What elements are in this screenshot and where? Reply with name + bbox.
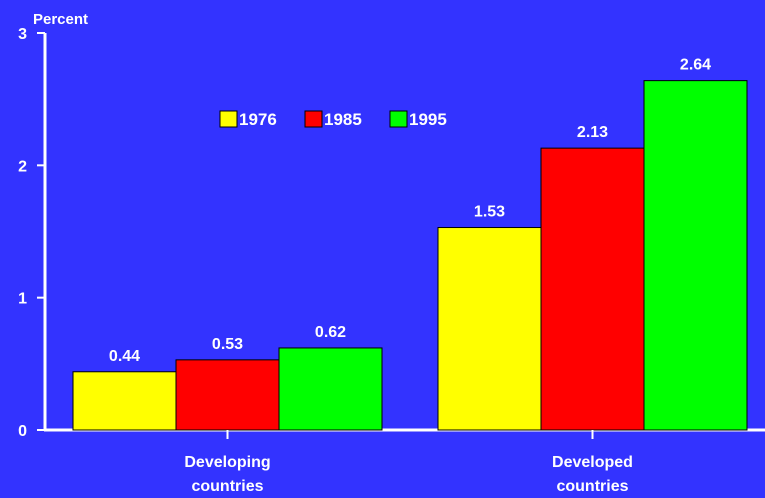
legend-swatch [219, 110, 238, 128]
x-category-label: Developed countries [552, 454, 633, 495]
bar [540, 147, 645, 431]
legend: 1976 1985 1995 [219, 110, 447, 129]
legend-swatch [304, 110, 323, 128]
plot-area: 0 1 2 3 0.44 0.53 0.62 Developing countries 1.53 2… [18, 26, 765, 495]
legend-label: 1976 [239, 110, 277, 129]
bar-value-label: 2.64 [680, 57, 711, 74]
y-axis-unit-label: Percent [33, 11, 88, 28]
y-tick-label: 1 [18, 291, 27, 308]
bar [278, 347, 383, 431]
bar-value-label: 0.62 [315, 324, 346, 341]
bar [175, 359, 280, 431]
bar [643, 80, 748, 431]
legend-swatch [389, 110, 408, 128]
bar-value-label: 0.44 [109, 348, 140, 365]
y-tick-label: 0 [18, 423, 27, 440]
bar-value-label: 1.53 [474, 204, 505, 221]
legend-label: 1985 [324, 110, 362, 129]
bar-value-label: 2.13 [577, 124, 608, 141]
x-category-label: Developing countries [184, 454, 270, 495]
bar [437, 227, 542, 431]
y-tick-label: 2 [18, 158, 27, 175]
bar-value-label: 0.53 [212, 336, 243, 353]
bar [72, 371, 177, 431]
y-tick-label: 3 [18, 26, 27, 43]
legend-label: 1995 [409, 110, 447, 129]
